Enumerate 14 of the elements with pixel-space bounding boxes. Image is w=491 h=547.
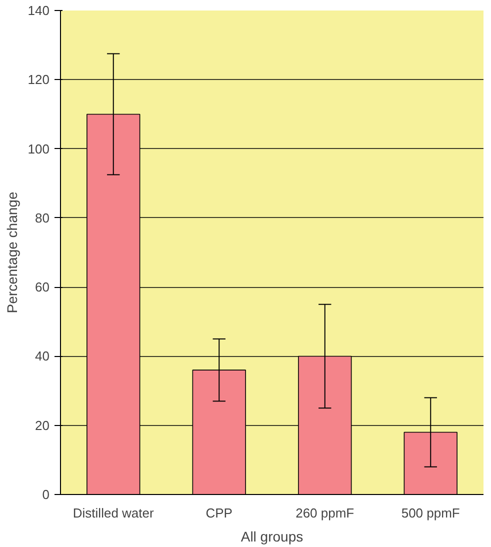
y-axis-title: Percentage change [4,192,20,314]
y-tick-label: 80 [35,210,50,226]
y-tick-label: 120 [28,72,50,88]
y-tick-label: 140 [28,3,50,18]
y-tick-label: 20 [35,418,50,433]
x-tick-label: CPP [206,506,232,520]
x-axis-title: All groups [240,528,304,544]
y-tick-label: 0 [42,487,50,502]
y-tick-label: 60 [35,280,50,295]
y-tick-label: 100 [28,141,50,156]
x-tick-label: 260 ppmF [296,506,354,520]
y-tick-label: 40 [35,348,50,364]
x-tick-label: Distilled water [72,506,155,520]
x-tick-label: 500 ppmF [401,506,460,520]
